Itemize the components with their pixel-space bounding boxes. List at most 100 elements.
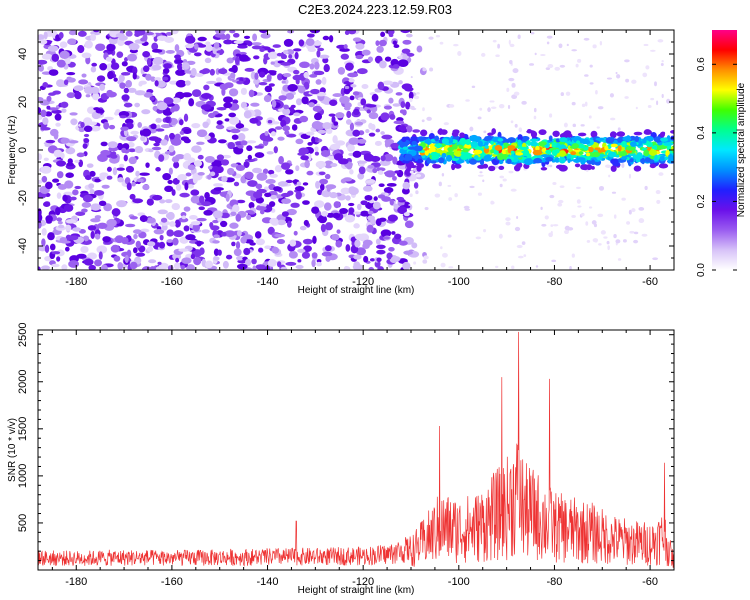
- spectrogram-cell: [53, 149, 63, 158]
- spectrogram-cell: [280, 62, 292, 66]
- spectrogram-cell: [180, 265, 186, 270]
- spectrogram-cell: [393, 44, 400, 49]
- spectrogram-cell: [140, 37, 147, 42]
- spectrogram-cell: [276, 238, 286, 245]
- spectrogram-cell: [585, 152, 591, 157]
- spectrogram-cell: [383, 105, 393, 110]
- spectrogram-cell: [514, 123, 518, 128]
- spectrogram-cell: [377, 266, 384, 270]
- colorbar: 0.0 0.2 0.4 0.6 Normalized spectral amplitud…: [696, 30, 747, 277]
- spectrogram-cell: [306, 170, 314, 176]
- spectrogram-cell: [295, 98, 302, 106]
- spectrogram-cell: [190, 195, 201, 204]
- spectrogram-cell: [581, 103, 586, 108]
- spectrogram-cell: [174, 59, 184, 64]
- spectrogram-cell: [354, 121, 364, 126]
- spectrogram-cell: [569, 266, 572, 270]
- spectrogram-cell: [403, 250, 414, 255]
- spectrogram-cell: [541, 223, 547, 227]
- spectrogram-cell: [353, 211, 361, 215]
- spectrogram-cell: [333, 201, 341, 209]
- spectrogram-cell: [100, 149, 111, 156]
- spectrogram-cell: [318, 171, 326, 176]
- spectrogram-cell: [649, 163, 657, 169]
- spectrogram-cell: [607, 245, 610, 251]
- spectrogram-cell: [337, 67, 346, 75]
- x-axis-tick-label: -160: [161, 576, 183, 588]
- spectrogram-cell: [401, 137, 407, 143]
- spectrogram-cell: [294, 185, 305, 192]
- y-axis-tick-label: 40: [17, 48, 29, 60]
- spectrogram-cell: [103, 116, 114, 121]
- spectrogram-cell: [130, 130, 139, 135]
- spectrogram-cell: [336, 229, 341, 234]
- spectrogram-cell: [292, 74, 303, 81]
- spectrogram-cell: [294, 51, 299, 60]
- spectrogram-cell: [554, 157, 560, 163]
- spectrogram-cell: [226, 57, 234, 64]
- spectrogram-cell: [99, 172, 109, 178]
- spectrogram-cell: [116, 200, 127, 208]
- spectrogram-cell: [175, 183, 182, 191]
- spectrogram-cell: [349, 122, 355, 131]
- spectrogram-cell: [398, 155, 405, 162]
- spectrogram-cell: [529, 138, 539, 142]
- x-axis-tick-label: -180: [65, 576, 87, 588]
- spectrogram-cell: [658, 163, 669, 169]
- spectrogram-cell: [272, 44, 281, 48]
- spectrogram-cell: [320, 183, 325, 191]
- spectrogram-cell: [314, 61, 320, 70]
- spectrogram-cell: [106, 43, 116, 52]
- spectrogram-cell: [620, 156, 628, 160]
- spectrogram-cell: [194, 43, 199, 50]
- spectrogram-cell: [613, 234, 617, 239]
- spectrogram-cell: [176, 62, 183, 71]
- spectrogram-cell: [286, 208, 297, 216]
- spectrogram-cell: [168, 145, 175, 153]
- spectrogram-cell: [323, 202, 332, 211]
- spectrogram-cell: [271, 246, 280, 254]
- spectrogram-cell: [381, 134, 393, 140]
- spectrogram-cell: [212, 219, 219, 224]
- spectrogram-cell: [331, 233, 340, 241]
- spectrogram-cell: [270, 194, 277, 200]
- spectrogram-cell: [41, 175, 48, 183]
- spectrogram-cell: [312, 40, 322, 46]
- spectrogram-cell: [495, 54, 500, 58]
- spectrogram-cell: [202, 121, 209, 129]
- spectrogram-cell: [274, 233, 285, 238]
- spectrogram-cell: [322, 122, 332, 130]
- spectrogram-cell: [311, 121, 323, 130]
- spectrogram-cell: [507, 104, 511, 110]
- spectrogram-cell: [560, 92, 565, 97]
- spectrogram-cell: [42, 82, 49, 88]
- spectrogram-cell: [103, 203, 113, 212]
- spectrogram-cell: [84, 40, 93, 49]
- spectrogram-cell: [120, 71, 131, 76]
- spectrogram-cell: [126, 182, 132, 191]
- spectrogram-cell: [597, 106, 604, 110]
- spectrogram-cell: [181, 257, 192, 264]
- spectrogram-cell: [329, 99, 338, 106]
- spectrogram-cell: [198, 206, 205, 211]
- spectrogram-cell: [360, 210, 370, 217]
- spectrogram-cell: [168, 167, 173, 175]
- spectrogram-cell: [428, 36, 434, 40]
- spectrogram-cell: [633, 165, 642, 172]
- spectrogram-cell: [324, 245, 332, 252]
- spectrogram-cell: [377, 194, 386, 199]
- spectrogram-cell: [365, 129, 370, 134]
- spectrogram-cell: [211, 160, 223, 167]
- spectrogram-cell: [326, 212, 335, 218]
- spectrogram-cell: [94, 178, 101, 183]
- spectrogram-cell: [566, 43, 569, 47]
- spectrogram-cell: [85, 94, 91, 98]
- spectrogram-cell: [392, 156, 398, 165]
- spectrogram-cell: [88, 264, 96, 270]
- spectrogram-cell: [401, 187, 410, 195]
- spectrogram-cell: [349, 169, 354, 175]
- spectrogram-cell: [231, 134, 239, 140]
- spectrogram-cell: [142, 184, 150, 191]
- spectrogram-cell: [117, 262, 124, 270]
- spectrogram-cell: [38, 213, 43, 222]
